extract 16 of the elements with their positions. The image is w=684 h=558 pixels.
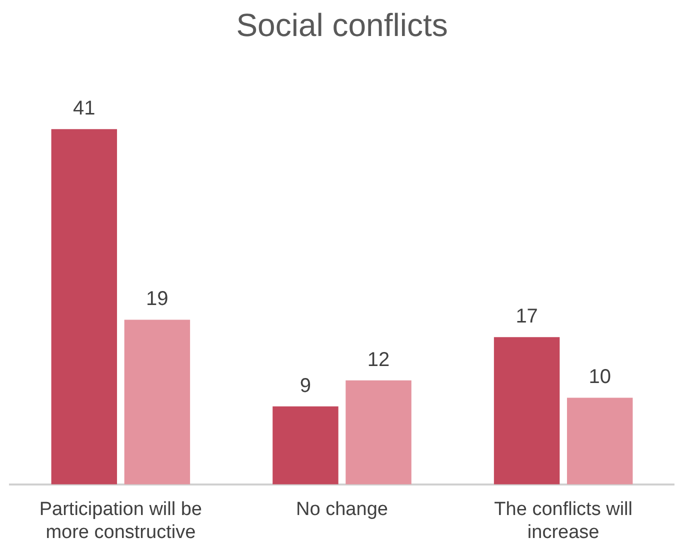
- data-label: 9: [300, 374, 312, 397]
- data-label: 10: [588, 366, 611, 388]
- bar: [566, 398, 633, 484]
- chart-title: Social conflicts: [236, 7, 448, 44]
- bar: [346, 380, 412, 484]
- x-tick-label: Participation will be more constructive: [39, 499, 202, 543]
- bar: [124, 320, 190, 484]
- data-label: 19: [146, 288, 168, 310]
- bar: [51, 129, 118, 484]
- bar: [272, 406, 338, 484]
- x-tick-label: The conflicts will increase: [494, 499, 632, 543]
- x-tick-label: No change: [296, 499, 388, 520]
- data-label: 41: [73, 98, 96, 120]
- data-label: 12: [367, 348, 390, 371]
- data-label: 17: [516, 306, 538, 328]
- bar: [494, 337, 560, 484]
